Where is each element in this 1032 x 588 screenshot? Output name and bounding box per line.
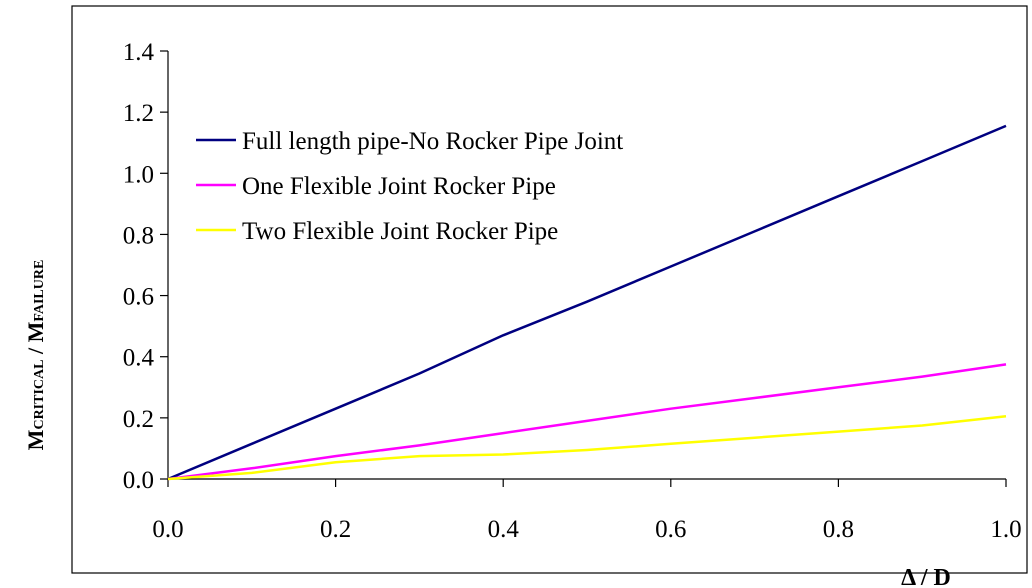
x-tick-label: 0.2 — [320, 516, 351, 543]
x-tick-label: 1.0 — [990, 516, 1021, 543]
series-line-3 — [167, 415, 1007, 481]
axes — [160, 50, 1007, 487]
series-line-2 — [167, 363, 1007, 481]
y-tick-label: 1.2 — [123, 100, 154, 127]
y-tick-label: 0.4 — [123, 345, 155, 372]
series-line-1 — [167, 124, 1007, 481]
y-axis-title-sub2: FAILURE — [32, 260, 47, 322]
y-tick-label: 0.6 — [123, 284, 154, 311]
tick-labels: 0.0 0.2 0.4 0.6 0.8 1.0 1.2 1.4 0.0 0.2 0.4 0.6 0.8 1… — [123, 39, 1022, 543]
y-axis-title-sep: / — [23, 342, 48, 359]
legend-label-2: One Flexible Joint Rocker Pipe — [242, 173, 556, 200]
y-tick-label: 1.4 — [123, 39, 155, 66]
x-tick-label: 0.0 — [152, 516, 183, 543]
series-layer — [167, 124, 1007, 481]
y-tick-label: 1.0 — [123, 161, 154, 188]
legend-label-1: Full length pipe-No Rocker Pipe Joint — [242, 128, 623, 155]
y-axis-title: MCRITICAL / MFAILURE — [23, 260, 48, 451]
y-tick-label: 0.8 — [123, 222, 154, 249]
x-tick-label: 0.6 — [655, 516, 686, 543]
y-tick-label: 0.2 — [123, 406, 154, 433]
chart-frame — [71, 5, 1028, 574]
y-axis-title-m2: M — [23, 321, 48, 342]
legend: Full length pipe-No Rocker Pipe Joint One… — [196, 128, 623, 245]
x-axis-title: Δ / D — [901, 565, 951, 588]
x-tick-label: 0.4 — [488, 516, 520, 543]
y-axis-title-sub1: CRITICAL — [32, 360, 47, 430]
x-tick-label: 0.8 — [823, 516, 854, 543]
y-tick-label: 0.0 — [123, 467, 154, 494]
legend-label-3: Two Flexible Joint Rocker Pipe — [242, 218, 558, 245]
y-axis-title-m1: M — [23, 429, 48, 450]
